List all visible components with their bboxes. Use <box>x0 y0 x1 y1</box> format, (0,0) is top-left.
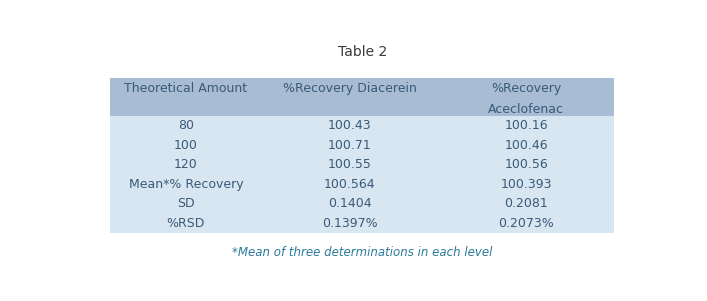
Text: %Recovery Diacerein: %Recovery Diacerein <box>283 82 416 95</box>
Bar <box>110 214 614 233</box>
Text: *Mean of three determinations in each level: *Mean of three determinations in each le… <box>232 246 493 259</box>
Text: %Recovery: %Recovery <box>491 82 561 95</box>
Bar <box>110 194 614 214</box>
Text: SD: SD <box>177 197 194 210</box>
Text: 100.43: 100.43 <box>328 119 372 132</box>
Bar <box>110 116 614 135</box>
Text: 100.16: 100.16 <box>504 119 548 132</box>
Text: Table 2: Table 2 <box>338 45 387 59</box>
Text: Mean*% Recovery: Mean*% Recovery <box>129 178 243 191</box>
Text: 120: 120 <box>174 158 198 171</box>
Text: %RSD: %RSD <box>167 217 205 230</box>
Text: 100.393: 100.393 <box>501 178 552 191</box>
Bar <box>110 155 614 175</box>
Text: 100.55: 100.55 <box>328 158 372 171</box>
Text: 100.46: 100.46 <box>504 139 548 152</box>
Text: 0.1404: 0.1404 <box>328 197 372 210</box>
Bar <box>110 135 614 155</box>
Text: 100.56: 100.56 <box>504 158 548 171</box>
Text: 0.2073%: 0.2073% <box>498 217 554 230</box>
Text: Aceclofenac: Aceclofenac <box>488 103 564 116</box>
Bar <box>110 78 614 116</box>
Text: 100: 100 <box>174 139 198 152</box>
Text: 100.71: 100.71 <box>328 139 372 152</box>
Text: 0.2081: 0.2081 <box>504 197 548 210</box>
Text: 80: 80 <box>178 119 194 132</box>
Text: Theoretical Amount: Theoretical Amount <box>124 82 247 95</box>
Bar <box>110 175 614 194</box>
Text: 100.564: 100.564 <box>324 178 375 191</box>
Text: 0.1397%: 0.1397% <box>322 217 378 230</box>
